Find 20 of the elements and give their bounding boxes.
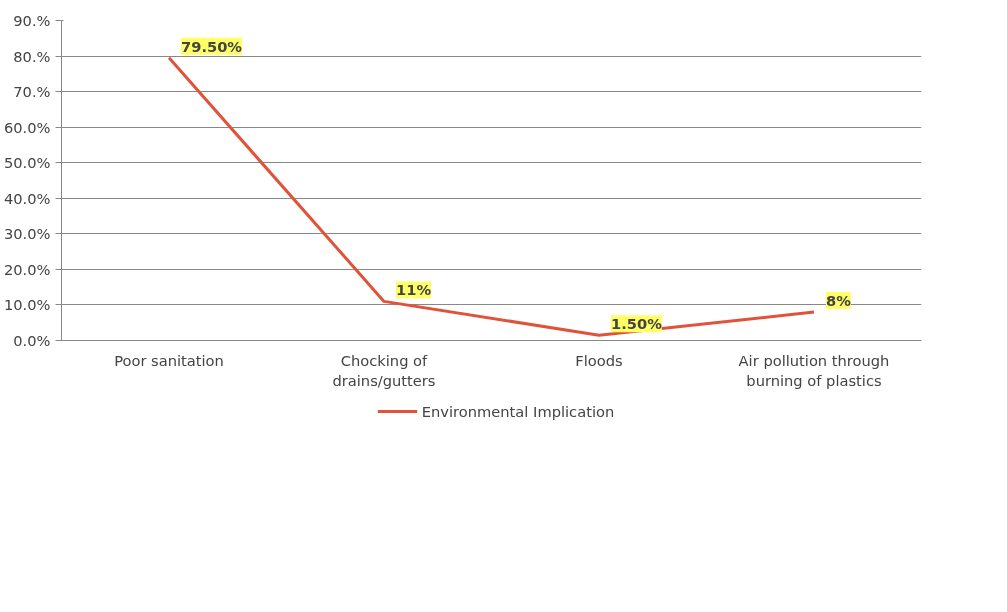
y-tick-label: 70.% (13, 83, 51, 101)
y-tick-label: 30.0% (3, 225, 51, 243)
y-tick-label: 0.0% (13, 332, 51, 349)
y-tick-label: 50.0% (3, 154, 51, 172)
data-label: 11% (396, 281, 432, 299)
y-tick-label: 20.0% (3, 260, 51, 278)
y-tick-label: 40.0% (3, 189, 51, 207)
x-tick-label: Air pollution through burning of plastics (738, 351, 890, 389)
data-label: 79.50% (181, 37, 243, 55)
data-label: 1.50% (611, 315, 663, 333)
y-tick-label: 90.% (13, 12, 51, 29)
x-tick-label: Chocking of drains/gutters (332, 351, 436, 389)
y-tick-label: 80.% (13, 47, 51, 65)
y-tick-label: 60.0% (3, 118, 51, 136)
x-tick-label: Poor sanitation (114, 351, 224, 369)
y-tick-label: 10.0% (3, 296, 51, 314)
data-label: 8% (826, 292, 852, 310)
line-series (167, 56, 816, 337)
legend-label: Environmental Implication (421, 402, 615, 420)
x-tick-label: Floods (575, 351, 623, 369)
